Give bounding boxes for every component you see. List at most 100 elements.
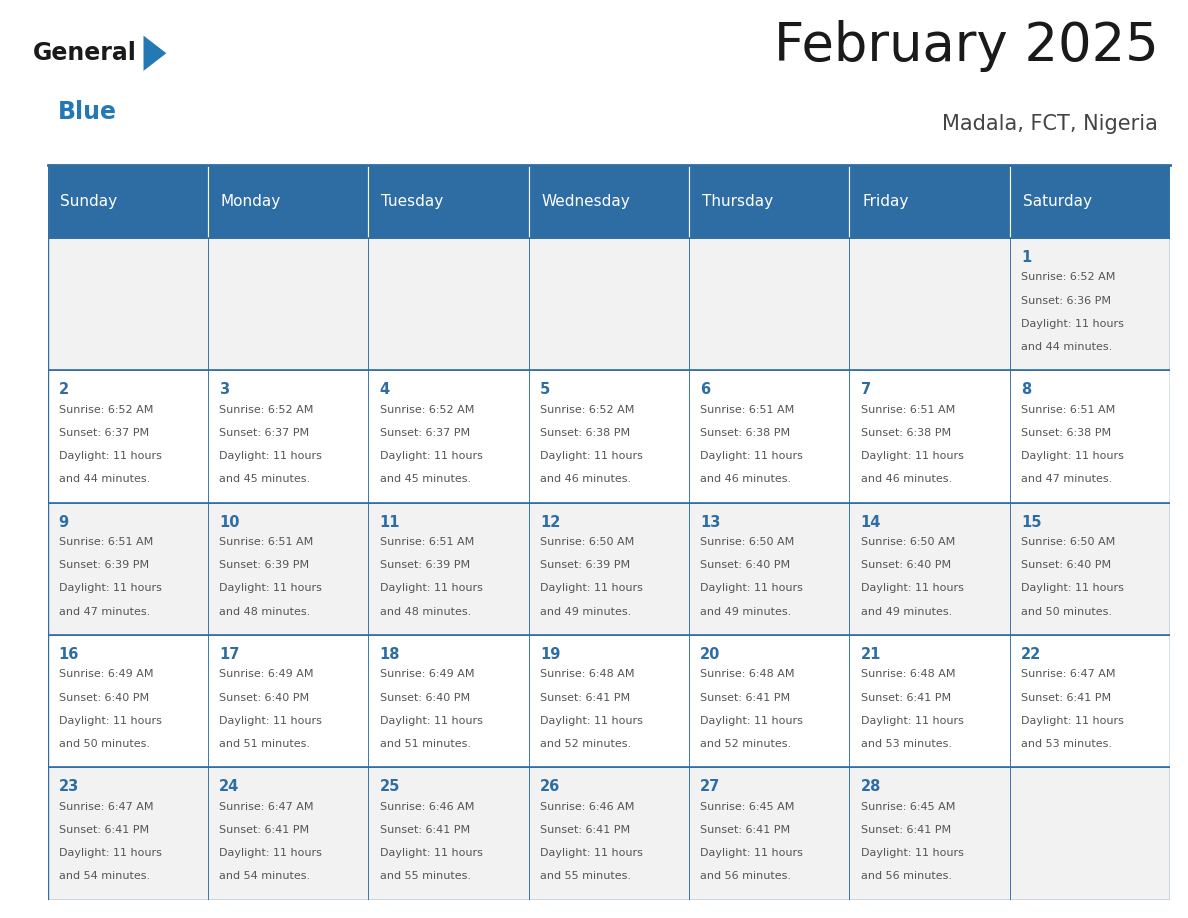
Polygon shape bbox=[144, 36, 166, 71]
Text: 8: 8 bbox=[1020, 382, 1031, 397]
Text: 9: 9 bbox=[58, 515, 69, 530]
Text: Sunset: 6:37 PM: Sunset: 6:37 PM bbox=[219, 428, 309, 438]
Text: Daylight: 11 hours: Daylight: 11 hours bbox=[700, 716, 803, 726]
Text: Daylight: 11 hours: Daylight: 11 hours bbox=[58, 451, 162, 461]
Bar bbox=[208, 370, 368, 503]
Text: 6: 6 bbox=[700, 382, 710, 397]
Bar bbox=[529, 238, 689, 370]
Text: Sunset: 6:38 PM: Sunset: 6:38 PM bbox=[539, 428, 630, 438]
Text: and 46 minutes.: and 46 minutes. bbox=[539, 475, 631, 484]
Text: Saturday: Saturday bbox=[1023, 194, 1092, 209]
Text: and 52 minutes.: and 52 minutes. bbox=[539, 739, 631, 749]
Bar bbox=[849, 635, 1010, 767]
Bar bbox=[1010, 370, 1170, 503]
Text: 11: 11 bbox=[379, 515, 400, 530]
Bar bbox=[48, 238, 208, 370]
Text: Sunset: 6:41 PM: Sunset: 6:41 PM bbox=[539, 692, 630, 702]
Text: 4: 4 bbox=[379, 382, 390, 397]
Text: and 45 minutes.: and 45 minutes. bbox=[379, 475, 470, 484]
Bar bbox=[368, 635, 529, 767]
Text: 5: 5 bbox=[539, 382, 550, 397]
Text: and 49 minutes.: and 49 minutes. bbox=[539, 607, 631, 617]
Text: and 54 minutes.: and 54 minutes. bbox=[219, 871, 310, 881]
Text: Sunrise: 6:51 AM: Sunrise: 6:51 AM bbox=[58, 537, 153, 547]
Text: Daylight: 11 hours: Daylight: 11 hours bbox=[379, 716, 482, 726]
Text: Sunrise: 6:46 AM: Sunrise: 6:46 AM bbox=[539, 801, 634, 812]
Text: Sunrise: 6:47 AM: Sunrise: 6:47 AM bbox=[58, 801, 153, 812]
Text: Sunrise: 6:45 AM: Sunrise: 6:45 AM bbox=[700, 801, 795, 812]
Text: and 51 minutes.: and 51 minutes. bbox=[379, 739, 470, 749]
Bar bbox=[689, 635, 849, 767]
Text: Sunrise: 6:50 AM: Sunrise: 6:50 AM bbox=[539, 537, 634, 547]
Text: 18: 18 bbox=[379, 647, 400, 662]
Text: Sunrise: 6:49 AM: Sunrise: 6:49 AM bbox=[379, 669, 474, 679]
Text: and 48 minutes.: and 48 minutes. bbox=[219, 607, 310, 617]
Bar bbox=[689, 767, 849, 900]
Text: Daylight: 11 hours: Daylight: 11 hours bbox=[539, 716, 643, 726]
Text: 24: 24 bbox=[219, 779, 239, 794]
Text: and 54 minutes.: and 54 minutes. bbox=[58, 871, 150, 881]
Text: Sunset: 6:38 PM: Sunset: 6:38 PM bbox=[1020, 428, 1111, 438]
Text: Daylight: 11 hours: Daylight: 11 hours bbox=[379, 583, 482, 593]
Text: February 2025: February 2025 bbox=[773, 20, 1158, 73]
Text: 22: 22 bbox=[1020, 647, 1041, 662]
Text: Thursday: Thursday bbox=[702, 194, 773, 209]
Text: Sunset: 6:36 PM: Sunset: 6:36 PM bbox=[1020, 296, 1111, 306]
Text: Sunrise: 6:50 AM: Sunrise: 6:50 AM bbox=[860, 537, 955, 547]
Bar bbox=[529, 767, 689, 900]
Bar bbox=[529, 370, 689, 503]
Text: and 49 minutes.: and 49 minutes. bbox=[860, 607, 952, 617]
Text: Daylight: 11 hours: Daylight: 11 hours bbox=[539, 451, 643, 461]
Bar bbox=[529, 503, 689, 635]
Text: and 55 minutes.: and 55 minutes. bbox=[539, 871, 631, 881]
Bar bbox=[368, 767, 529, 900]
Text: Sunset: 6:39 PM: Sunset: 6:39 PM bbox=[539, 560, 630, 570]
Text: and 55 minutes.: and 55 minutes. bbox=[379, 871, 470, 881]
Text: Sunset: 6:41 PM: Sunset: 6:41 PM bbox=[860, 692, 950, 702]
Text: and 47 minutes.: and 47 minutes. bbox=[58, 607, 150, 617]
Text: Sunset: 6:40 PM: Sunset: 6:40 PM bbox=[219, 692, 309, 702]
Text: Daylight: 11 hours: Daylight: 11 hours bbox=[700, 451, 803, 461]
Text: Daylight: 11 hours: Daylight: 11 hours bbox=[539, 583, 643, 593]
Text: Blue: Blue bbox=[58, 100, 116, 124]
Text: Sunrise: 6:47 AM: Sunrise: 6:47 AM bbox=[219, 801, 314, 812]
Bar bbox=[48, 635, 208, 767]
Text: Daylight: 11 hours: Daylight: 11 hours bbox=[379, 451, 482, 461]
Text: Daylight: 11 hours: Daylight: 11 hours bbox=[1020, 451, 1124, 461]
Text: 3: 3 bbox=[219, 382, 229, 397]
Text: 19: 19 bbox=[539, 647, 561, 662]
Text: Sunrise: 6:52 AM: Sunrise: 6:52 AM bbox=[1020, 273, 1116, 283]
Text: Sunrise: 6:48 AM: Sunrise: 6:48 AM bbox=[539, 669, 634, 679]
Text: and 48 minutes.: and 48 minutes. bbox=[379, 607, 470, 617]
Text: Sunset: 6:41 PM: Sunset: 6:41 PM bbox=[539, 825, 630, 834]
Bar bbox=[368, 370, 529, 503]
Text: and 49 minutes.: and 49 minutes. bbox=[700, 607, 791, 617]
Text: and 46 minutes.: and 46 minutes. bbox=[860, 475, 952, 484]
Bar bbox=[849, 767, 1010, 900]
Text: Sunrise: 6:48 AM: Sunrise: 6:48 AM bbox=[860, 669, 955, 679]
Text: Daylight: 11 hours: Daylight: 11 hours bbox=[539, 848, 643, 858]
Text: Sunset: 6:41 PM: Sunset: 6:41 PM bbox=[58, 825, 148, 834]
Text: Daylight: 11 hours: Daylight: 11 hours bbox=[860, 583, 963, 593]
Text: Daylight: 11 hours: Daylight: 11 hours bbox=[58, 583, 162, 593]
Text: Daylight: 11 hours: Daylight: 11 hours bbox=[1020, 716, 1124, 726]
Text: 14: 14 bbox=[860, 515, 881, 530]
Text: Madala, FCT, Nigeria: Madala, FCT, Nigeria bbox=[942, 114, 1158, 134]
Bar bbox=[368, 238, 529, 370]
Text: and 51 minutes.: and 51 minutes. bbox=[219, 739, 310, 749]
Text: and 52 minutes.: and 52 minutes. bbox=[700, 739, 791, 749]
Text: Sunset: 6:38 PM: Sunset: 6:38 PM bbox=[700, 428, 790, 438]
Text: Sunrise: 6:48 AM: Sunrise: 6:48 AM bbox=[700, 669, 795, 679]
Text: Sunset: 6:41 PM: Sunset: 6:41 PM bbox=[1020, 692, 1111, 702]
Text: and 56 minutes.: and 56 minutes. bbox=[700, 871, 791, 881]
Text: and 47 minutes.: and 47 minutes. bbox=[1020, 475, 1112, 484]
Text: 10: 10 bbox=[219, 515, 240, 530]
Text: Sunrise: 6:51 AM: Sunrise: 6:51 AM bbox=[219, 537, 314, 547]
Text: and 46 minutes.: and 46 minutes. bbox=[700, 475, 791, 484]
Text: 7: 7 bbox=[860, 382, 871, 397]
Bar bbox=[849, 370, 1010, 503]
Text: Sunrise: 6:52 AM: Sunrise: 6:52 AM bbox=[539, 405, 634, 415]
Bar bbox=[48, 503, 208, 635]
Bar bbox=[529, 635, 689, 767]
Bar bbox=[48, 767, 208, 900]
